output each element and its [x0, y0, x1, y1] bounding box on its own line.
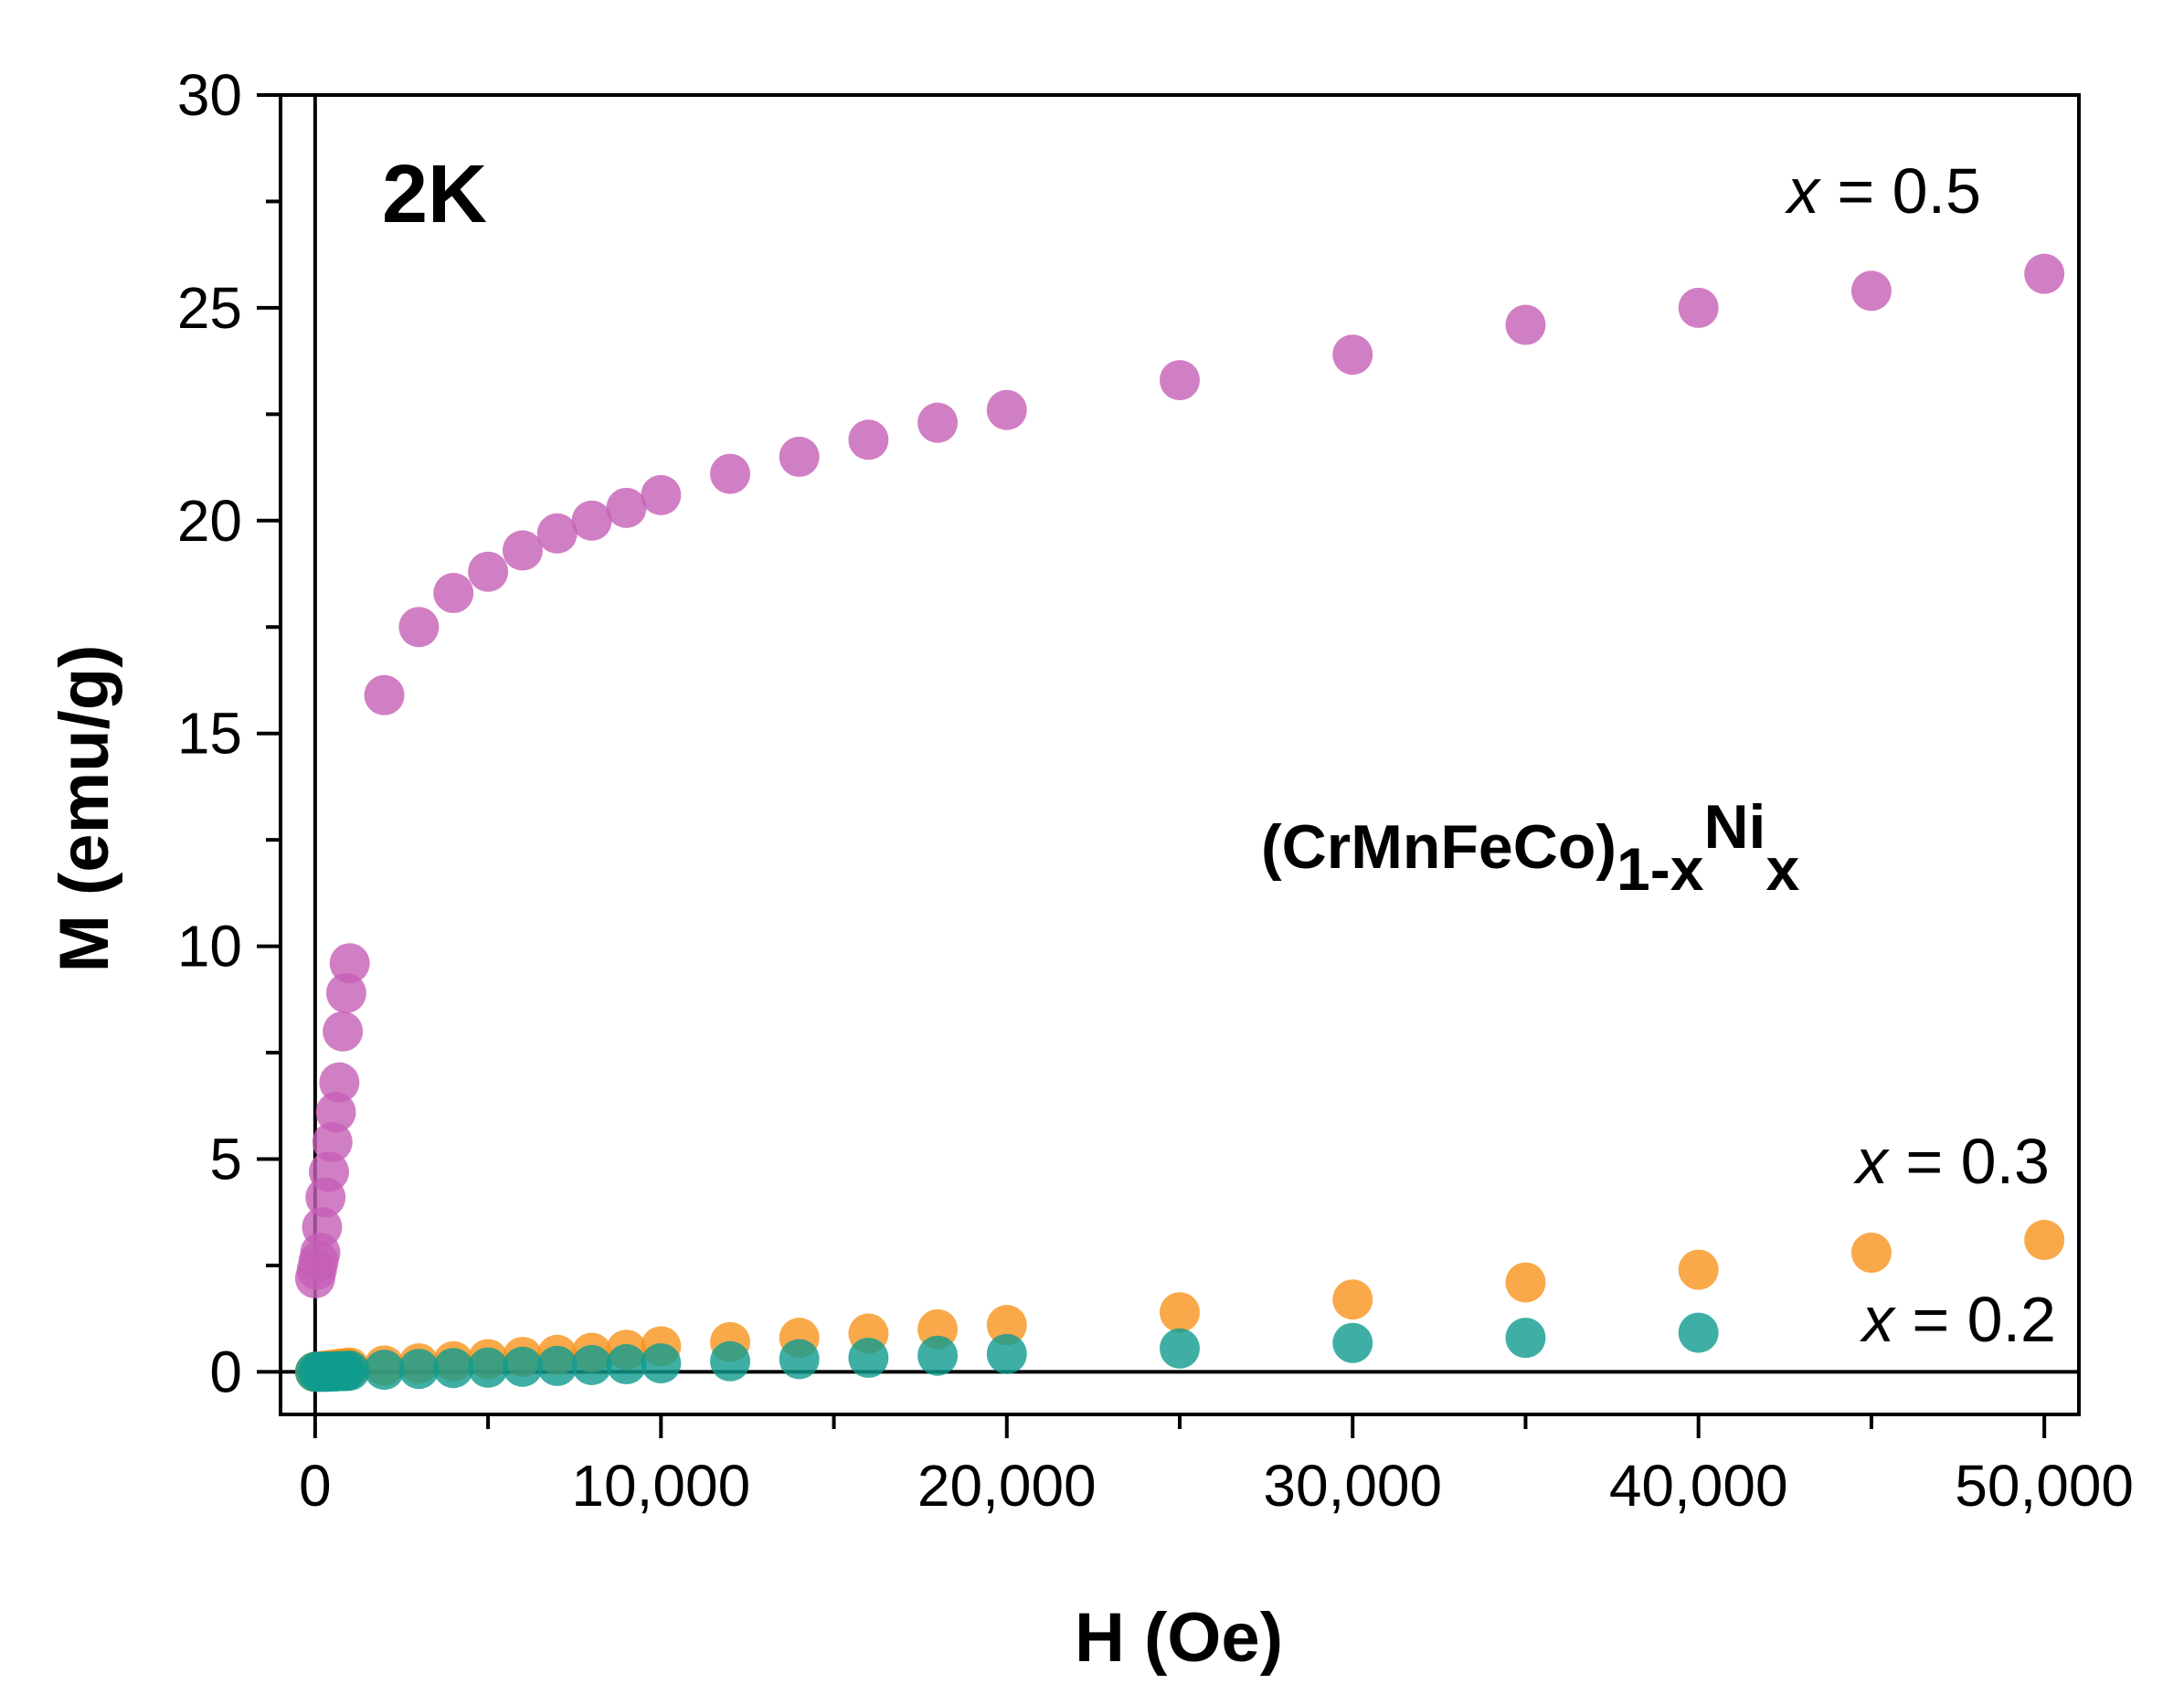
x-tick-label: 40,000 — [1609, 1453, 1788, 1519]
data-point — [848, 1338, 889, 1379]
data-point — [1850, 270, 1892, 312]
data-point — [986, 1305, 1027, 1346]
data-point — [398, 1349, 440, 1390]
data-point — [315, 1092, 356, 1133]
data-point — [1332, 1322, 1373, 1363]
formula-base: (CrMnFeCo) — [1261, 812, 1617, 882]
data-point — [433, 1348, 474, 1389]
y-tick-label: 5 — [209, 1127, 242, 1192]
data-point — [329, 1350, 370, 1392]
series-x-0-5 — [294, 253, 2065, 1298]
data-markers — [294, 253, 2065, 1393]
data-point — [606, 487, 647, 528]
data-point — [364, 1350, 405, 1391]
data-point — [325, 972, 366, 1013]
data-point — [364, 674, 405, 715]
y-tick-label: 15 — [177, 701, 242, 767]
y-tick-label: 20 — [177, 488, 242, 554]
series-label: x = 0.3 — [1853, 1126, 2050, 1197]
x-axis-ticks: 0 10,000 20,000 30,000 40,000 50,000 — [299, 1414, 2134, 1519]
data-point — [571, 1344, 612, 1385]
panel-label: 2K — [382, 149, 487, 240]
y-tick-label: 0 — [209, 1339, 242, 1404]
series-label-value: = 0.3 — [1888, 1126, 2050, 1197]
data-point — [2024, 1220, 2065, 1261]
data-point — [1850, 1232, 1892, 1273]
data-point — [398, 607, 440, 648]
data-point — [468, 1347, 509, 1388]
data-point — [308, 1151, 349, 1192]
data-point — [1160, 360, 1200, 401]
formula-sub2: x — [1765, 835, 1799, 903]
data-point — [917, 1335, 959, 1376]
data-point — [502, 530, 543, 571]
series-label-value: = 0.2 — [1894, 1284, 2056, 1355]
x-tick-label: 0 — [299, 1453, 332, 1519]
data-point — [1678, 1312, 1719, 1353]
data-point — [502, 1346, 543, 1387]
y-tick-label: 10 — [177, 914, 242, 980]
data-point — [1678, 1249, 1719, 1290]
data-point — [571, 500, 612, 541]
y-tick-label: 30 — [177, 62, 242, 128]
data-point — [319, 1062, 360, 1103]
data-point — [1678, 287, 1719, 328]
data-point — [1160, 1328, 1200, 1369]
data-point — [312, 1121, 353, 1162]
data-point — [536, 513, 578, 554]
data-point — [917, 402, 959, 443]
data-point — [779, 1339, 820, 1380]
data-point — [641, 1343, 682, 1384]
data-point — [1505, 1262, 1546, 1303]
series-label-var: x — [1860, 1284, 1897, 1355]
x-tick-label: 50,000 — [1955, 1453, 2134, 1519]
data-point — [1332, 1279, 1373, 1320]
series-labels: x = 0.5x = 0.3x = 0.2 — [1785, 155, 2056, 1355]
plot-frame — [279, 93, 2081, 1416]
data-point — [710, 453, 750, 494]
axes: 0 10,000 20,000 30,000 40,000 50,000 0 5 10 15 20… — [177, 62, 2134, 1519]
data-point — [2024, 253, 2065, 294]
x-tick-label: 20,000 — [917, 1453, 1097, 1519]
data-point — [329, 943, 370, 984]
data-point — [986, 389, 1027, 430]
data-point — [468, 551, 509, 592]
series-label-var: x — [1785, 155, 1822, 227]
x-tick-label: 10,000 — [571, 1453, 750, 1519]
data-point — [536, 1345, 578, 1386]
series-label: x = 0.5 — [1785, 155, 1981, 227]
data-point — [606, 1344, 647, 1385]
series-x-0-2 — [294, 1312, 1719, 1393]
data-point — [986, 1333, 1027, 1374]
data-point — [848, 419, 889, 461]
x-tick-label: 30,000 — [1263, 1453, 1442, 1519]
series-label: x = 0.2 — [1860, 1284, 2056, 1355]
data-point — [1160, 1292, 1200, 1333]
y-axis-ticks: 0 5 10 15 20 25 30 — [177, 62, 281, 1404]
data-point — [1505, 1318, 1546, 1359]
data-point — [710, 1340, 750, 1382]
x-axis-title: H (Oe) — [1075, 1599, 1283, 1677]
formula-annotation: (CrMnFeCo)1-xNix — [1261, 792, 1799, 903]
y-axis-title: M (emu/g) — [46, 645, 123, 973]
data-point — [323, 1011, 364, 1052]
data-point — [779, 436, 820, 477]
data-point — [641, 474, 682, 515]
formula-sup: Ni — [1703, 792, 1765, 862]
y-tick-label: 25 — [177, 275, 242, 341]
data-point — [302, 1207, 343, 1248]
data-point — [1332, 334, 1373, 376]
data-point — [1505, 304, 1546, 345]
data-point — [433, 572, 474, 613]
formula-sub1: 1-x — [1617, 835, 1704, 903]
series-label-var: x — [1853, 1126, 1891, 1197]
series-label-value: = 0.5 — [1819, 155, 1981, 227]
